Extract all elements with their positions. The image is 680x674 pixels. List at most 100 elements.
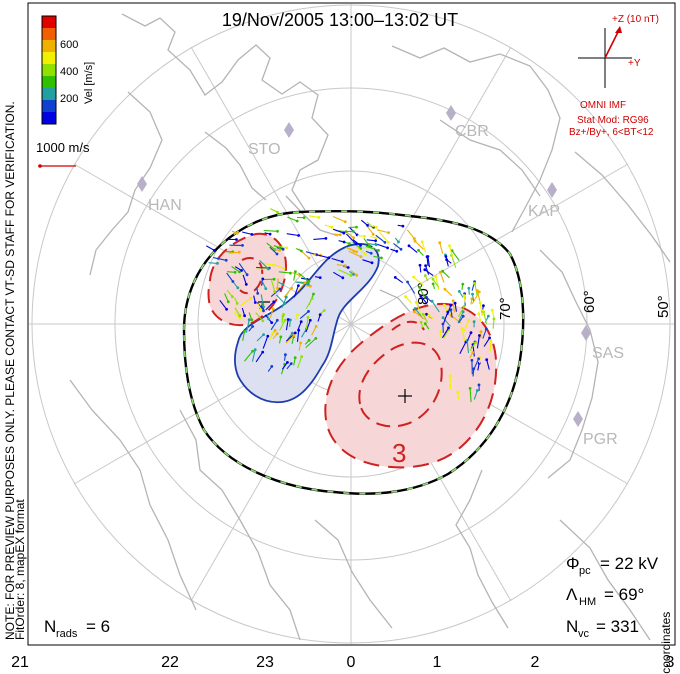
velocity-vector-origin: [397, 240, 400, 244]
velocity-vector: [305, 251, 317, 256]
latitude-label-50: 50°: [655, 295, 672, 318]
velocity-vector-origin: [275, 252, 279, 256]
velocity-vector-origin: [413, 237, 416, 241]
velocity-vector-origin: [294, 270, 297, 273]
velocity-vector-origin: [338, 233, 342, 237]
velocity-vector: [239, 297, 252, 307]
velocity-vector: [473, 390, 478, 400]
svg-text:vc: vc: [578, 628, 590, 640]
velocity-vector-origin: [250, 318, 254, 322]
velocity-vector-origin: [471, 351, 475, 354]
velocity-vector-origin: [290, 286, 293, 290]
velocity-vector-origin: [427, 314, 431, 317]
velocity-vector: [424, 269, 434, 277]
station-label-sto: STO: [248, 141, 281, 158]
velocity-vector-origin: [251, 349, 255, 353]
velocity-vector-origin: [374, 236, 378, 240]
velocity-vector-origin: [461, 310, 465, 314]
velocity-vector: [275, 294, 286, 304]
velocity-vector-origin: [261, 277, 265, 281]
velocity-vector-origin: [310, 297, 314, 300]
velocity-vector-origin: [281, 283, 285, 286]
velocity-vector-origin: [302, 216, 306, 220]
velocity-vector-origin: [306, 282, 310, 286]
station-label-cbr: CBR: [455, 123, 489, 140]
mlt-label-3: 3: [666, 654, 675, 671]
velocity-vector-origin: [233, 270, 237, 274]
velocity-vector: [419, 287, 425, 298]
imf-y-label: +Y: [628, 58, 641, 69]
velocity-vector: [305, 320, 311, 333]
velocity-vector: [432, 278, 440, 288]
svg-text:= 22 kV: = 22 kV: [600, 554, 659, 573]
velocity-vector-origin: [423, 274, 427, 277]
velocity-vector: [285, 335, 295, 344]
velocity-vector-origin: [444, 255, 448, 258]
imf-arrow-head: [615, 26, 622, 33]
velocity-vector: [457, 306, 465, 318]
velocity-vector-origin: [418, 286, 421, 289]
velocity-vector-origin: [438, 241, 442, 245]
velocity-vector-origin: [457, 290, 461, 293]
velocity-vector-origin: [281, 315, 285, 318]
velocity-vector: [346, 233, 357, 245]
velocity-vector: [346, 231, 355, 239]
velocity-vector-origin: [231, 295, 234, 299]
velocity-vector-origin: [238, 314, 242, 318]
velocity-vector-origin: [462, 305, 466, 308]
velocity-vector-origin: [271, 332, 274, 335]
velocity-vector-origin: [371, 232, 375, 236]
velocity-vector: [260, 294, 265, 307]
velocity-vector-origin: [276, 210, 279, 214]
velocity-vector-origin: [456, 390, 460, 394]
velocity-vector-origin: [467, 319, 471, 322]
velocity-vector: [269, 246, 278, 255]
coastlines: [69, 13, 671, 641]
velocity-vector-origin: [327, 256, 331, 260]
velocity-vector: [443, 329, 449, 338]
imf-source-label: OMNI IMF: [580, 100, 626, 111]
station-marker-cbr: [446, 105, 456, 121]
velocity-vector: [439, 242, 444, 254]
velocity-vector: [270, 319, 278, 331]
velocity-vector: [231, 266, 240, 273]
station-marker-kap: [547, 182, 557, 198]
velocity-vector: [305, 298, 313, 309]
velocity-vector-origin: [236, 231, 239, 235]
velocity-vector: [447, 305, 452, 316]
velocity-vector-origin: [407, 244, 411, 248]
velocity-vector: [376, 229, 389, 234]
station-marker-han: [137, 176, 147, 192]
velocity-vector-origin: [468, 387, 472, 390]
velocity-vector-origin: [374, 225, 378, 229]
preview-note: NOTE: FOR PREVIEW PURPOSES ONLY. PLEASE …: [3, 101, 17, 640]
stats-phi: Φ pc = 22 kV: [566, 554, 659, 577]
velocity-vector-origin: [292, 334, 296, 337]
velocity-vector-origin: [307, 310, 310, 313]
velocity-vector-origin: [387, 231, 390, 235]
velocity-vector: [394, 276, 404, 284]
velocity-vector: [466, 340, 470, 354]
color-bar-segment: [42, 52, 56, 65]
velocity-vector: [474, 283, 478, 296]
velocity-vector-origin: [421, 312, 425, 316]
positive-convection-cell-inner: [358, 341, 443, 428]
velocity-vector: [450, 255, 457, 268]
velocity-vector-origin: [413, 239, 417, 243]
velocity-vector-origin: [322, 309, 326, 312]
velocity-vector-origin: [293, 356, 297, 360]
velocity-vector-origin: [355, 250, 358, 254]
velocity-vector-origin: [406, 280, 409, 284]
velocity-vector-origin: [340, 260, 344, 263]
velocity-vector-origin: [295, 219, 299, 223]
velocity-vector: [439, 272, 445, 283]
velocity-vector-origin: [267, 267, 270, 271]
velocity-vector: [315, 254, 330, 259]
color-bar-tick-400: 400: [60, 66, 78, 78]
velocity-vector: [338, 269, 352, 276]
velocity-vector: [336, 264, 346, 267]
velocity-vector: [354, 245, 366, 255]
station-label-han: HAN: [148, 197, 182, 214]
velocity-vector: [270, 279, 276, 292]
